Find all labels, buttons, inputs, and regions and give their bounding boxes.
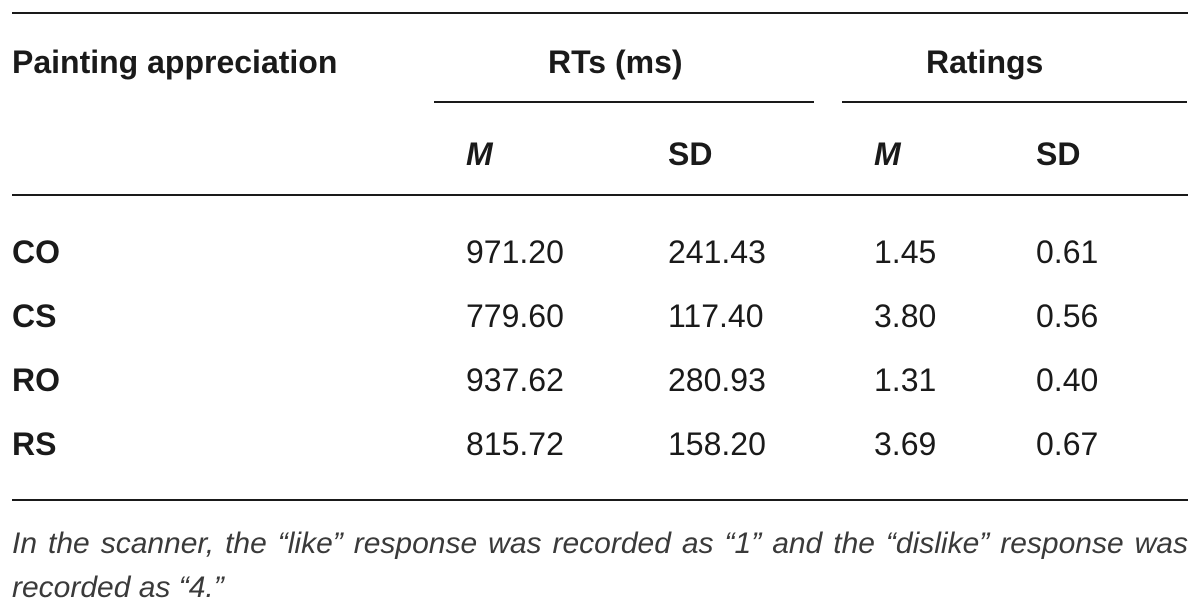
ratings-group-rule	[842, 101, 1187, 103]
table-cell: 158.20	[668, 426, 766, 462]
table-cell: 117.40	[668, 298, 764, 334]
header-bottom-rule	[12, 194, 1188, 196]
subheader-rts-sd: SD	[668, 136, 713, 172]
top-rule	[12, 12, 1188, 14]
group-header-ratings: Ratings	[926, 44, 1044, 80]
table-cell: 241.43	[668, 234, 766, 270]
table-footnote: In the scanner, the “like” response was …	[12, 527, 1188, 604]
table-cell: 0.67	[1036, 426, 1099, 462]
table-cell: 3.80	[874, 298, 937, 334]
table-cell: 3.69	[874, 426, 937, 462]
row-label: CO	[12, 234, 60, 270]
row-header-label: Painting appreciation	[12, 44, 338, 80]
table-bottom-rule	[12, 499, 1188, 501]
table-cell: 815.72	[466, 426, 564, 462]
table-cell: 0.61	[1036, 234, 1099, 270]
subheader-ratings-mean: M	[874, 136, 901, 172]
group-header-rts: RTs (ms)	[548, 44, 683, 80]
table-cell: 971.20	[466, 234, 564, 270]
table-cell: 937.62	[466, 362, 564, 398]
row-label: CS	[12, 298, 57, 334]
table-cell: 280.93	[668, 362, 766, 398]
table-cell: 1.45	[874, 234, 937, 270]
subheader-rts-mean: M	[466, 136, 493, 172]
table-cell: 1.31	[874, 362, 937, 398]
subheader-ratings-sd: SD	[1036, 136, 1081, 172]
rts-group-rule	[434, 101, 814, 103]
row-label: RS	[12, 426, 57, 462]
table-cell: 0.40	[1036, 362, 1099, 398]
table-cell: 779.60	[466, 298, 564, 334]
row-label: RO	[12, 362, 60, 398]
table-cell: 0.56	[1036, 298, 1099, 334]
